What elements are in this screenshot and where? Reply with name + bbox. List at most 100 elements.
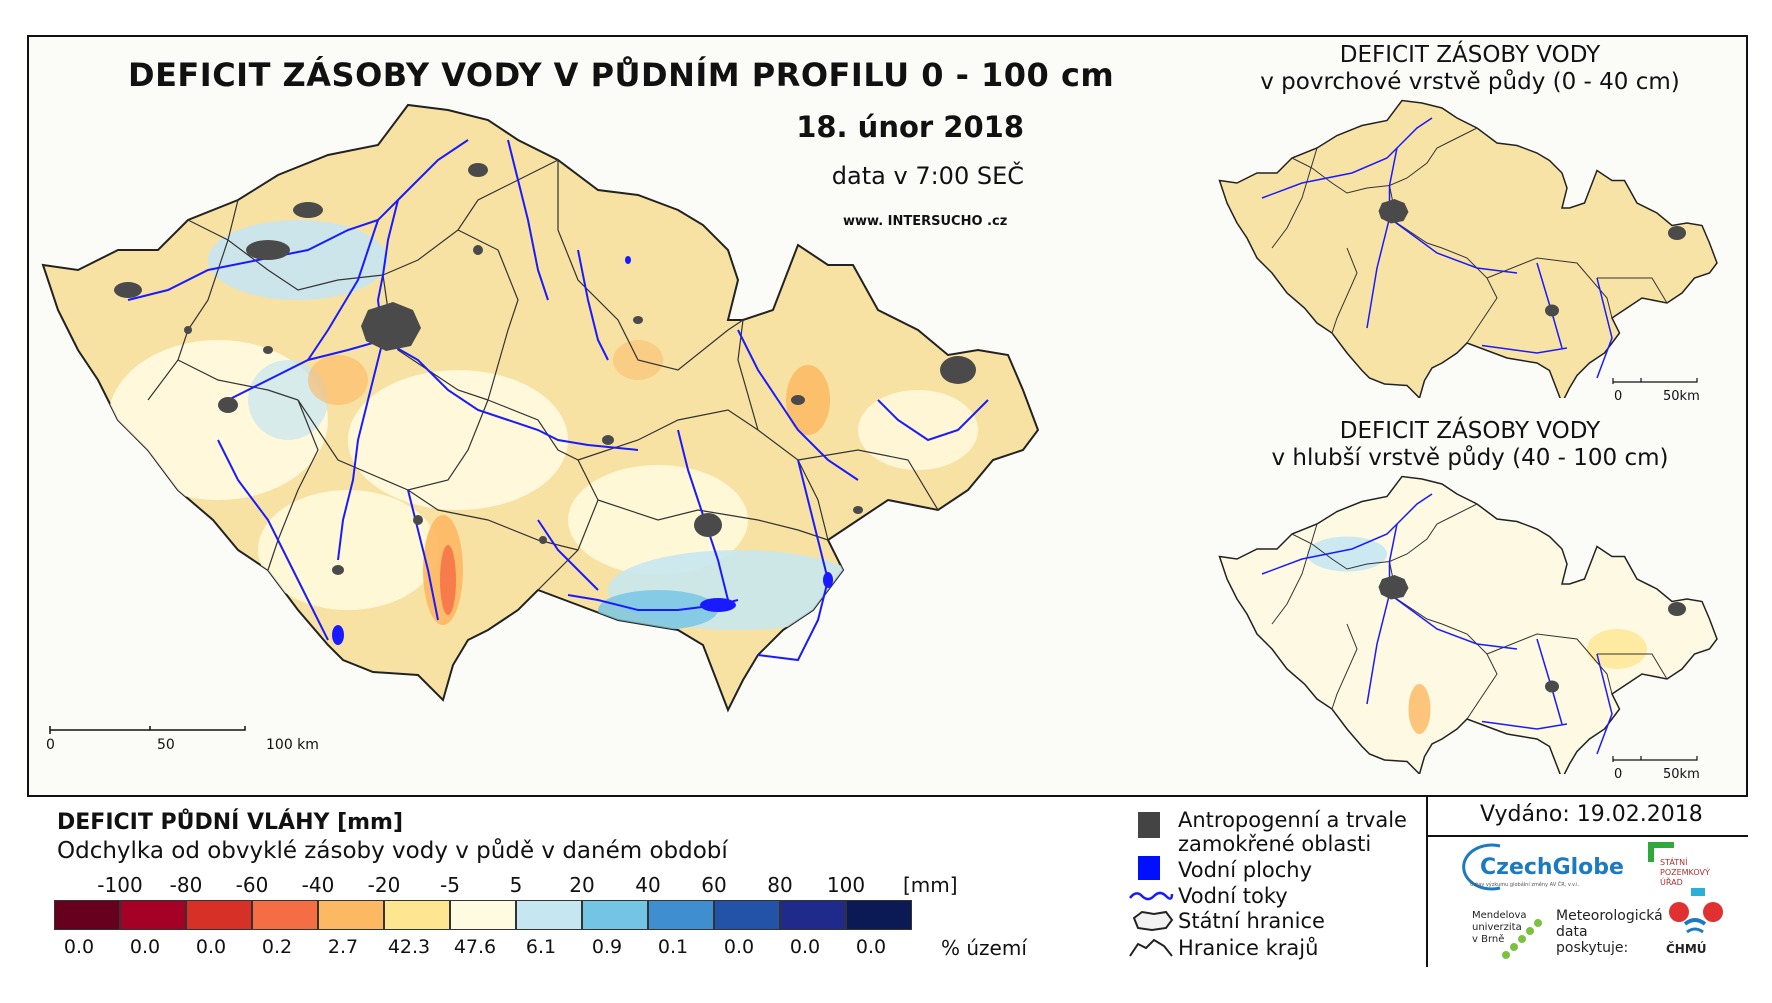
region-borders xyxy=(147,159,939,591)
legend-swatch xyxy=(384,900,450,930)
issued-divider xyxy=(1426,835,1748,837)
legend-tick: -80 xyxy=(169,873,203,897)
chmu-logo-text: ČHMÚ xyxy=(1666,942,1707,956)
legend-swatch xyxy=(714,900,780,930)
anthropogenic-label-line2: zamokřené oblasti xyxy=(1178,832,1372,856)
inset-top-scale-0: 0 xyxy=(1614,389,1623,404)
main-scale-bar xyxy=(49,726,246,734)
legend-tick: 40 xyxy=(635,873,661,897)
anthropogenic-label: Antropogenní a trvale zamokřené oblasti xyxy=(1178,808,1407,856)
legend-pct-value: 0.1 xyxy=(657,936,689,958)
met-line1: Meteorologická xyxy=(1556,908,1663,924)
mendel-line2: univerzita xyxy=(1472,922,1522,933)
legend-tick: 80 xyxy=(767,873,793,897)
urban-areas xyxy=(114,163,976,575)
legend-swatch xyxy=(516,900,582,930)
state-border-label: Státní hranice xyxy=(1178,909,1325,933)
issued-date: Vydáno: 19.02.2018 xyxy=(1480,802,1703,827)
legend-tick: -5 xyxy=(440,873,460,897)
legend-tick: -100 xyxy=(97,873,143,897)
inset-top-scale-50: 50km xyxy=(1663,389,1700,404)
legend-tick: -60 xyxy=(235,873,269,897)
met-line3: poskytuje: xyxy=(1556,940,1629,956)
mendel-logo-text: Mendelova univerzita v Brně xyxy=(1472,910,1527,946)
spu-logo-icon xyxy=(1648,842,1674,862)
legend-pct-unit: % území xyxy=(941,936,1027,960)
legend-tick: -40 xyxy=(301,873,335,897)
inset-bottom-title-line2: v hlubší vrstvě půdy (40 - 100 cm) xyxy=(1271,445,1669,471)
legend-swatch xyxy=(846,900,912,930)
legend-pct-value: 42.3 xyxy=(387,936,431,958)
legend-tick: 60 xyxy=(701,873,727,897)
legend-pct-value: 0.0 xyxy=(855,936,887,958)
spu-line1: STÁTNÍ xyxy=(1660,858,1688,867)
inset-bottom-map xyxy=(1218,475,1718,774)
legend-swatch xyxy=(582,900,648,930)
legend-pct-value: 0.0 xyxy=(723,936,755,958)
czechglobe-subtext: Ústav výzkumu globální změny AV ČR, v.v.… xyxy=(1470,882,1580,888)
rivers-symbol xyxy=(1129,891,1174,901)
legend-unit: [mm] xyxy=(903,873,958,897)
inset-bottom-scale-bar xyxy=(1612,756,1698,762)
map-date: 18. únor 2018 xyxy=(796,110,1024,144)
anthropogenic-symbol xyxy=(1138,812,1160,838)
mendel-line1: Mendelova xyxy=(1472,910,1527,921)
met-line2: data xyxy=(1556,924,1588,940)
main-map xyxy=(41,103,1040,713)
inset-top-title-line2: v povrchové vrstvě půdy (0 - 40 cm) xyxy=(1260,69,1680,95)
legend-tick: 20 xyxy=(569,873,595,897)
czechglobe-logo-text: CzechGlobe xyxy=(1480,855,1624,880)
legend-pct-value: 0.0 xyxy=(195,936,227,958)
inset-bottom-scale-0: 0 xyxy=(1614,767,1623,782)
water-bodies-symbol xyxy=(1138,856,1160,880)
legend-swatch xyxy=(318,900,384,930)
mendel-line3: v Brně xyxy=(1472,934,1505,945)
legend-pct-value: 2.7 xyxy=(327,936,359,958)
legend-swatch xyxy=(780,900,846,930)
mendel-logo-icon xyxy=(1502,919,1542,959)
legend-pct-value: 6.1 xyxy=(525,936,557,958)
legend-swatch xyxy=(648,900,714,930)
spu-line2: POZEMKOVÝ xyxy=(1660,868,1710,877)
data-time: data v 7:00 SEČ xyxy=(831,162,1024,190)
map-title: DEFICIT ZÁSOBY VODY V PŮDNÍM PROFILU 0 -… xyxy=(128,56,1115,94)
inset-top-map xyxy=(1218,99,1718,398)
inset-top-title: DEFICIT ZÁSOBY VODY v povrchové vrstvě p… xyxy=(1250,42,1690,96)
scale-label-100: 100 km xyxy=(266,737,319,753)
rivers xyxy=(127,139,989,662)
legend-divider xyxy=(1426,795,1428,967)
legend-pct-value: 0.0 xyxy=(63,936,95,958)
legend-tick: 100 xyxy=(826,873,866,897)
region-border-symbol xyxy=(1129,938,1173,957)
inset-top-title-line1: DEFICIT ZÁSOBY VODY xyxy=(1339,42,1601,68)
legend-swatch xyxy=(252,900,318,930)
spu-logo-text: STÁTNÍ POZEMKOVÝ ÚŘAD xyxy=(1660,858,1710,888)
met-data-text: Meteorologická data poskytuje: xyxy=(1556,908,1663,956)
legend-swatch xyxy=(54,900,120,930)
legend-subtitle: Odchylka od obvyklé zásoby vody v půdě v… xyxy=(57,838,728,864)
legend-swatch xyxy=(186,900,252,930)
legend-pct-value: 0.0 xyxy=(789,936,821,958)
chmu-logo-icon xyxy=(1669,888,1723,934)
legend-swatch xyxy=(120,900,186,930)
region-border-label: Hranice krajů xyxy=(1178,936,1319,960)
scale-label-50: 50 xyxy=(157,737,175,753)
legend-panel xyxy=(27,795,1748,967)
spu-line3: ÚŘAD xyxy=(1660,878,1683,887)
legend-title: DEFICIT PŮDNÍ VLÁHY [mm] xyxy=(57,810,404,835)
rivers-label: Vodní toky xyxy=(1178,884,1288,908)
legend-pct-value: 0.0 xyxy=(129,936,161,958)
legend-pct-value: 0.9 xyxy=(591,936,623,958)
legend-pct-value: 0.2 xyxy=(261,936,293,958)
inset-top-scale-bar xyxy=(1612,378,1698,384)
inset-bottom-scale-50: 50km xyxy=(1663,767,1700,782)
water-bodies xyxy=(332,256,833,645)
inset-bottom-title: DEFICIT ZÁSOBY VODY v hlubší vrstvě půdy… xyxy=(1250,418,1690,472)
scale-label-0: 0 xyxy=(46,737,55,753)
legend-pct-value: 47.6 xyxy=(453,936,497,958)
legend-tick: 5 xyxy=(509,873,523,897)
anthropogenic-label-line1: Antropogenní a trvale xyxy=(1178,808,1407,832)
legend-swatch xyxy=(450,900,516,930)
legend-tick: -20 xyxy=(367,873,401,897)
state-border-symbol xyxy=(1132,910,1174,932)
